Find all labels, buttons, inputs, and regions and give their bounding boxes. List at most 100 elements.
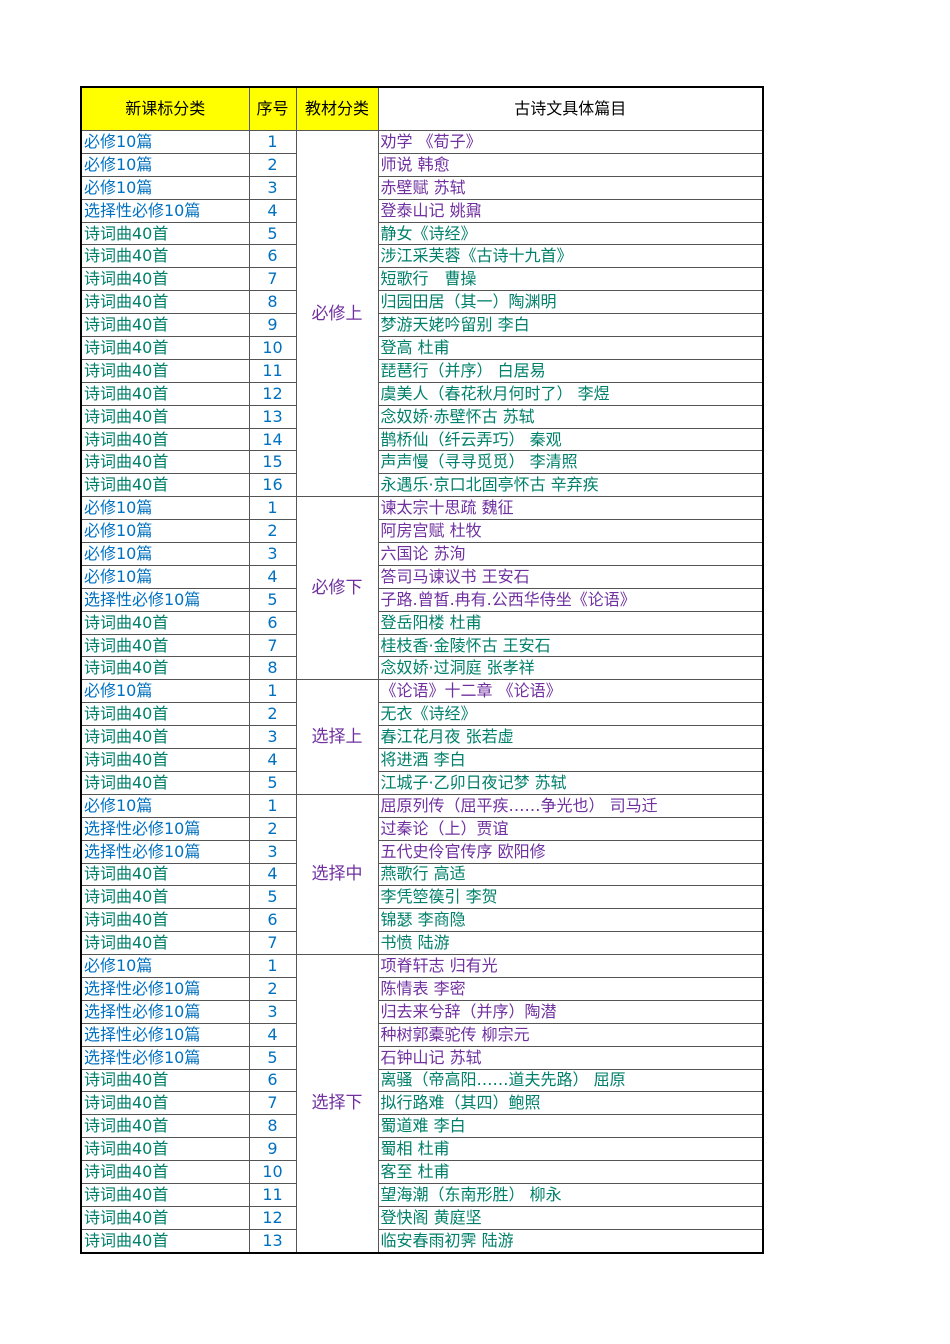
title-cell: 六国论 苏洵 bbox=[377, 542, 764, 566]
category-cell: 诗词曲40首 bbox=[80, 748, 250, 772]
title-cell: 临安春雨初霁 陆游 bbox=[377, 1228, 764, 1254]
category-cell: 选择性必修10篇 bbox=[80, 1022, 250, 1047]
row: 诗词曲40首 14 鹊桥仙（纤云弄巧） 秦观 bbox=[80, 427, 764, 452]
category-cell: 诗词曲40首 bbox=[80, 1160, 250, 1184]
number-cell: 14 bbox=[248, 427, 297, 452]
group-cell: 必修上 bbox=[295, 129, 379, 498]
title-cell: 声声慢（寻寻觅觅） 李清照 bbox=[377, 450, 764, 475]
number-cell: 1 bbox=[248, 130, 297, 154]
row: 诗词曲40首 7 桂枝香·金陵怀古 王安石 bbox=[80, 633, 764, 658]
number-cell: 5 bbox=[248, 221, 297, 246]
title-cell: 涉江采芙蓉《古诗十九首》 bbox=[377, 244, 764, 269]
category-cell: 诗词曲40首 bbox=[80, 908, 250, 933]
number-cell: 5 bbox=[248, 770, 297, 795]
category-cell: 必修10篇 bbox=[80, 175, 250, 200]
category-cell: 选择性必修10篇 bbox=[80, 999, 250, 1024]
number-cell: 4 bbox=[248, 748, 297, 772]
title-cell: 师说 韩愈 bbox=[377, 152, 764, 177]
row: 诗词曲40首 3 春江花月夜 张若虚 bbox=[80, 725, 764, 750]
category-cell: 诗词曲40首 bbox=[80, 381, 250, 406]
row: 必修10篇 3 赤壁赋 苏轼 bbox=[80, 175, 764, 200]
title-cell: 阿房宫赋 杜牧 bbox=[377, 519, 764, 544]
number-cell: 2 bbox=[248, 976, 297, 1001]
category-cell: 诗词曲40首 bbox=[80, 404, 250, 429]
category-cell: 诗词曲40首 bbox=[80, 313, 250, 338]
title-cell: 李凭箜篌引 李贺 bbox=[377, 885, 764, 910]
category-cell: 诗词曲40首 bbox=[80, 862, 250, 887]
title-cell: 离骚（帝高阳……道夫先路） 屈原 bbox=[377, 1068, 764, 1093]
number-cell: 3 bbox=[248, 542, 297, 566]
category-cell: 诗词曲40首 bbox=[80, 290, 250, 315]
row: 选择性必修10篇 2 过秦论（上）贾谊 bbox=[80, 816, 764, 841]
row: 诗词曲40首 13 念奴娇·赤壁怀古 苏轼 bbox=[80, 404, 764, 429]
title-cell: 五代史伶官传序 欧阳修 bbox=[377, 839, 764, 864]
number-cell: 10 bbox=[248, 1160, 297, 1184]
category-cell: 必修10篇 bbox=[80, 152, 250, 177]
title-cell: 蜀相 杜甫 bbox=[377, 1137, 764, 1162]
title-cell: 石钟山记 苏轼 bbox=[377, 1045, 764, 1070]
title-cell: 春江花月夜 张若虚 bbox=[377, 725, 764, 750]
row: 必修10篇 4 答司马谏议书 王安石 bbox=[80, 564, 764, 589]
row: 诗词曲40首 12 登快阁 黄庭坚 bbox=[80, 1205, 764, 1230]
row: 选择性必修10篇 2 陈情表 李密 bbox=[80, 976, 764, 1001]
title-cell: 将进酒 李白 bbox=[377, 748, 764, 772]
category-cell: 诗词曲40首 bbox=[80, 656, 250, 681]
row: 诗词曲40首 6 涉江采芙蓉《古诗十九首》 bbox=[80, 244, 764, 269]
title-cell: 无衣《诗经》 bbox=[377, 702, 764, 727]
title-cell: 劝学 《荀子》 bbox=[377, 130, 764, 154]
number-cell: 10 bbox=[248, 336, 297, 360]
category-cell: 诗词曲40首 bbox=[80, 1205, 250, 1230]
category-cell: 诗词曲40首 bbox=[80, 244, 250, 269]
category-cell: 诗词曲40首 bbox=[80, 450, 250, 475]
row: 诗词曲40首 4 燕歌行 高适 bbox=[80, 862, 764, 887]
number-cell: 4 bbox=[248, 862, 297, 887]
category-cell: 诗词曲40首 bbox=[80, 221, 250, 246]
category-cell: 诗词曲40首 bbox=[80, 1182, 250, 1207]
category-cell: 诗词曲40首 bbox=[80, 770, 250, 795]
row: 诗词曲40首 6 锦瑟 李商隐 bbox=[80, 908, 764, 933]
row: 诗词曲40首 11 琵琶行（并序） 白居易 bbox=[80, 358, 764, 383]
category-cell: 诗词曲40首 bbox=[80, 1091, 250, 1116]
row: 诗词曲40首 13 临安春雨初霁 陆游 bbox=[80, 1228, 764, 1254]
title-cell: 登岳阳楼 杜甫 bbox=[377, 610, 764, 635]
title-cell: 永遇乐·京口北固亭怀古 辛弃疾 bbox=[377, 473, 764, 498]
number-cell: 12 bbox=[248, 1205, 297, 1230]
title-cell: 望海潮（东南形胜） 柳永 bbox=[377, 1182, 764, 1207]
title-cell: 鹊桥仙（纤云弄巧） 秦观 bbox=[377, 427, 764, 452]
number-cell: 4 bbox=[248, 1022, 297, 1047]
category-cell: 诗词曲40首 bbox=[80, 1114, 250, 1139]
category-cell: 诗词曲40首 bbox=[80, 610, 250, 635]
row: 诗词曲40首 7 短歌行 曹操 bbox=[80, 267, 764, 292]
title-cell: 项脊轩志 归有光 bbox=[377, 954, 764, 978]
row: 诗词曲40首 12 虞美人（春花秋月何时了） 李煜 bbox=[80, 381, 764, 406]
title-cell: 登泰山记 姚鼐 bbox=[377, 198, 764, 223]
title-cell: 燕歌行 高适 bbox=[377, 862, 764, 887]
number-cell: 4 bbox=[248, 198, 297, 223]
title-cell: 梦游天姥吟留别 李白 bbox=[377, 313, 764, 338]
number-cell: 12 bbox=[248, 381, 297, 406]
title-cell: 念奴娇·过洞庭 张孝祥 bbox=[377, 656, 764, 681]
group-cell: 选择上 bbox=[295, 679, 379, 795]
row: 选择性必修10篇 4 种树郭橐驼传 柳宗元 bbox=[80, 1022, 764, 1047]
number-cell: 1 bbox=[248, 496, 297, 521]
header-row: 新课标分类 序号 教材分类 古诗文具体篇目 bbox=[80, 86, 764, 131]
row: 选择性必修10篇 5 石钟山记 苏轼 bbox=[80, 1045, 764, 1070]
title-cell: 归园田居（其一）陶渊明 bbox=[377, 290, 764, 315]
category-cell: 必修10篇 bbox=[80, 793, 250, 818]
title-cell: 陈情表 李密 bbox=[377, 976, 764, 1001]
number-cell: 7 bbox=[248, 931, 297, 956]
group-cell: 必修下 bbox=[295, 496, 379, 681]
category-cell: 必修10篇 bbox=[80, 954, 250, 978]
row: 选择性必修10篇 3 归去来兮辞（并序）陶潜 bbox=[80, 999, 764, 1024]
number-cell: 2 bbox=[248, 152, 297, 177]
number-cell: 3 bbox=[248, 175, 297, 200]
category-cell: 诗词曲40首 bbox=[80, 725, 250, 750]
title-cell: 赤壁赋 苏轼 bbox=[377, 175, 764, 200]
number-cell: 8 bbox=[248, 290, 297, 315]
category-cell: 必修10篇 bbox=[80, 679, 250, 704]
number-cell: 6 bbox=[248, 610, 297, 635]
title-cell: 归去来兮辞（并序）陶潜 bbox=[377, 999, 764, 1024]
title-cell: 短歌行 曹操 bbox=[377, 267, 764, 292]
number-cell: 7 bbox=[248, 633, 297, 658]
number-cell: 6 bbox=[248, 908, 297, 933]
